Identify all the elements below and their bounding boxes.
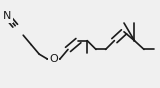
Text: O: O — [49, 54, 58, 64]
Text: N: N — [3, 11, 11, 21]
